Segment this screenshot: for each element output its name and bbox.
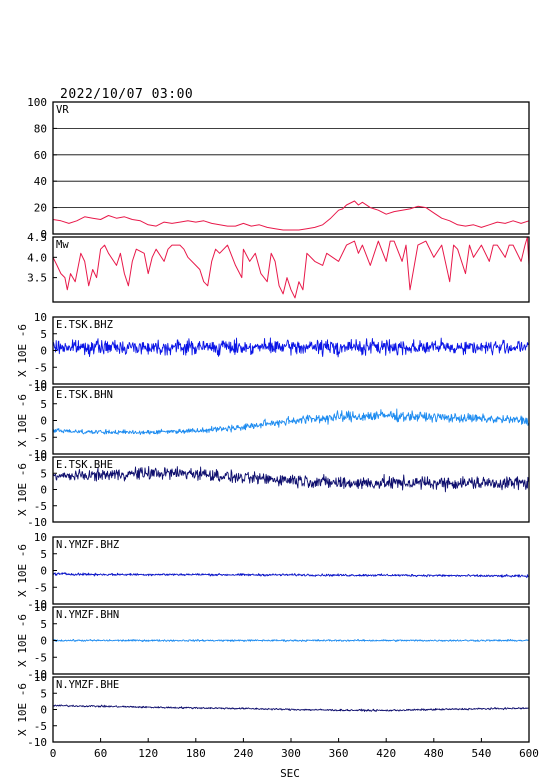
y-tick-label: -5 xyxy=(34,581,47,594)
series-line xyxy=(52,638,530,643)
y-tick-label: 10 xyxy=(34,451,47,464)
y-tick-label: 0 xyxy=(40,345,47,358)
y-tick-label: 5 xyxy=(40,618,47,631)
y-tick-label: 10 xyxy=(34,311,47,324)
plot-frame xyxy=(52,456,530,523)
y-axis-label: X 10E -6 xyxy=(16,463,29,516)
y-tick-label: -10 xyxy=(27,516,47,529)
panel-vr: 0 20 40 60 80 100 VR xyxy=(27,96,530,241)
panel-e-tsk-bhz: -10 -5 0 5 10 E.TSK.BHZ X 10E -6 xyxy=(16,311,530,391)
plot-frame xyxy=(52,386,530,455)
y-axis-label: X 10E -6 xyxy=(16,544,29,597)
plot-frame xyxy=(52,236,530,303)
panel-label: Mw xyxy=(56,239,69,251)
x-axis: 0 60 120 180 240 300 360 420 480 540 600 xyxy=(50,738,539,760)
x-tick-label: 60 xyxy=(94,747,107,760)
panel-e-tsk-bhe: -10 -5 0 5 10 E.TSK.BHE X 10E -6 xyxy=(16,451,530,529)
y-tick-label: 0 xyxy=(40,228,47,241)
panel-label: N.YMZF.BHE xyxy=(56,679,119,691)
panel-n-ymzf-bhe: -10 -5 0 5 10 N.YMZF.BHE X 10E -6 xyxy=(16,671,530,749)
plot-frame xyxy=(52,101,530,235)
y-tick-label: -10 xyxy=(27,448,47,461)
y-tick-label: -5 xyxy=(34,361,47,374)
x-tick-label: 600 xyxy=(519,747,539,760)
y-axis-label: X 10E -6 xyxy=(16,394,29,447)
panel-label: VR xyxy=(56,104,69,116)
panel-n-ymzf-bhn: -10 -5 0 5 10 N.YMZF.BHN X 10E -6 xyxy=(16,601,530,681)
x-tick-label: 0 xyxy=(50,747,57,760)
x-tick-label: 180 xyxy=(186,747,206,760)
y-tick-label: 40 xyxy=(34,175,47,188)
x-axis-label: SEC xyxy=(280,767,300,780)
y-tick-label: -10 xyxy=(27,598,47,611)
panel-label: N.YMZF.BHN xyxy=(56,609,119,621)
plot-frame xyxy=(52,536,530,605)
y-tick-label: 60 xyxy=(34,149,47,162)
x-tick-label: 120 xyxy=(138,747,158,760)
panel-e-tsk-bhn: -10 -5 0 5 10 E.TSK.BHN X 10E -6 xyxy=(16,381,530,461)
y-tick-label: -5 xyxy=(34,431,47,444)
y-tick-label: 5 xyxy=(40,328,47,341)
y-tick-label: -10 xyxy=(27,736,47,749)
y-tick-label: -5 xyxy=(34,500,47,513)
y-tick-label: 3.5 xyxy=(27,272,47,285)
series-line xyxy=(52,465,530,493)
y-tick-label: 100 xyxy=(27,96,47,109)
panel-mw: 3.5 4.0 4.5 Mw xyxy=(27,231,530,303)
y-tick-label: 0 xyxy=(40,565,47,578)
panel-label: E.TSK.BHE xyxy=(56,459,113,471)
panels: 020406080100VR3.54.04.5Mw-10-50510E.TSK.… xyxy=(16,96,530,749)
y-tick-label: 80 xyxy=(34,122,47,135)
series-line xyxy=(52,337,530,358)
x-tick-label: 240 xyxy=(233,747,253,760)
x-tick-label: 540 xyxy=(471,747,491,760)
y-tick-label: -10 xyxy=(27,378,47,391)
y-tick-label: 20 xyxy=(34,202,47,215)
y-tick-label: 10 xyxy=(34,671,47,684)
panel-label: E.TSK.BHN xyxy=(56,389,113,401)
panel-label: N.YMZF.BHZ xyxy=(56,539,119,551)
x-tick-label: 360 xyxy=(329,747,349,760)
y-tick-label: -10 xyxy=(27,668,47,681)
x-tick-label: 480 xyxy=(424,747,444,760)
y-axis-label: X 10E -6 xyxy=(16,324,29,377)
y-tick-label: 5 xyxy=(40,548,47,561)
y-tick-label: 5 xyxy=(40,398,47,411)
y-tick-label: -5 xyxy=(34,720,47,733)
y-tick-label: 0 xyxy=(40,484,47,497)
y-tick-label: 0 xyxy=(40,635,47,648)
y-axis-label: X 10E -6 xyxy=(16,683,29,736)
series-line xyxy=(52,572,530,579)
series-line xyxy=(52,200,530,231)
y-tick-label: -5 xyxy=(34,651,47,664)
y-tick-label: 10 xyxy=(34,601,47,614)
y-tick-label: 0 xyxy=(40,415,47,428)
y-tick-label: 4.0 xyxy=(27,251,47,264)
y-tick-label: 4.5 xyxy=(27,231,47,244)
datetime-stamp: 2022/10/07 03:00 xyxy=(60,87,193,102)
y-tick-label: 5 xyxy=(40,687,47,700)
panel-label: E.TSK.BHZ xyxy=(56,319,113,331)
x-tick-label: 420 xyxy=(376,747,396,760)
y-tick-label: 10 xyxy=(34,531,47,544)
series-line xyxy=(52,408,530,435)
y-tick-label: 10 xyxy=(34,381,47,394)
series-line xyxy=(52,704,529,712)
x-tick-label: 300 xyxy=(281,747,301,760)
y-axis-label: X 10E -6 xyxy=(16,614,29,667)
series-line xyxy=(52,236,530,299)
y-tick-label: 0 xyxy=(40,704,47,717)
y-tick-label: 5 xyxy=(40,467,47,480)
panel-n-ymzf-bhz: -10 -5 0 5 10 N.YMZF.BHZ X 10E -6 xyxy=(16,531,530,611)
